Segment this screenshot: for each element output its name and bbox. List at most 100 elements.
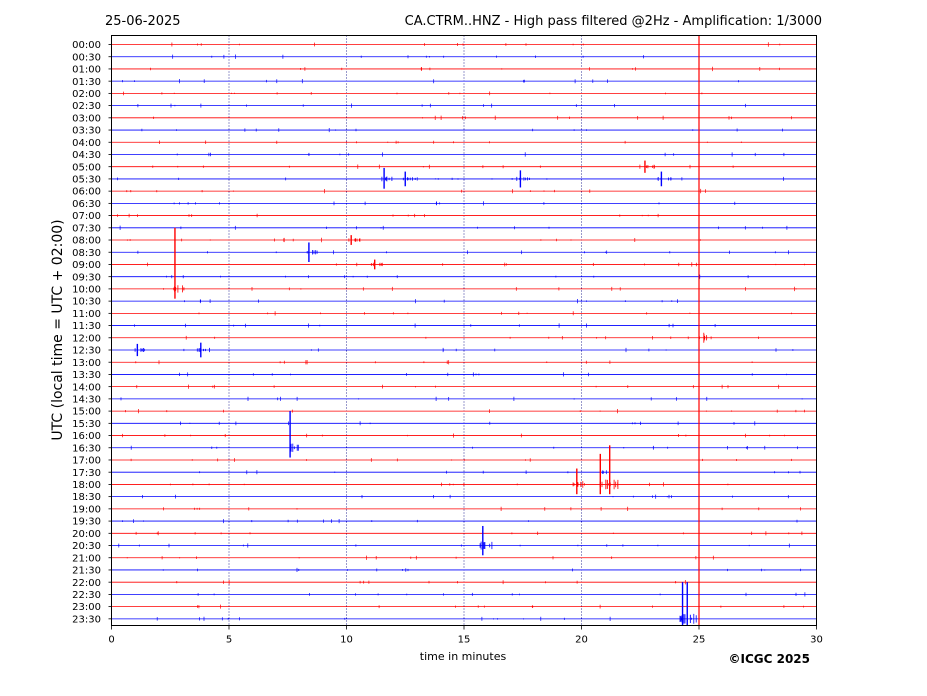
y-tick-label: 07:00 <box>72 211 101 222</box>
y-tick-label: 10:30 <box>72 297 101 308</box>
plot-frame <box>111 35 817 626</box>
y-tick-label: 11:30 <box>72 321 101 332</box>
trace-noise <box>126 237 701 243</box>
trace-noise <box>153 115 792 120</box>
x-tick-label: 30 <box>810 635 823 646</box>
event-burst <box>516 176 530 181</box>
trace-noise <box>126 555 714 560</box>
trace-noise <box>199 470 801 475</box>
y-tick-label: 22:00 <box>72 578 101 589</box>
event-burst <box>381 176 393 182</box>
y-tick-label: 11:00 <box>72 309 101 320</box>
trace-noise <box>176 580 686 585</box>
event-burst <box>348 238 361 242</box>
y-tick-label: 18:00 <box>72 480 101 491</box>
y-tick-label: 19:00 <box>72 504 101 515</box>
trace-noise <box>119 225 788 230</box>
x-tick-labels: 0 5 10 15 20 25 30 <box>108 625 823 646</box>
trace-noise <box>156 616 611 621</box>
trace-noise <box>137 103 746 108</box>
event-burst <box>290 443 299 452</box>
vertical-grid <box>228 35 700 626</box>
y-tick-label: 21:00 <box>72 553 101 564</box>
trace-noise <box>176 152 785 157</box>
trace-noise <box>162 567 801 572</box>
y-tick-label: 05:30 <box>72 175 101 186</box>
y-tick-label: 23:30 <box>72 614 101 625</box>
y-tick-label: 17:30 <box>72 468 101 479</box>
trace-noise <box>126 188 706 194</box>
chart-title: CA.CTRM..HNZ - High pass filtered @2Hz -… <box>405 14 822 29</box>
trace-noise <box>179 372 788 377</box>
y-tick-label: 00:30 <box>72 52 101 63</box>
y-tick-label: 04:30 <box>72 150 101 161</box>
y-tick-label: 23:00 <box>72 602 101 613</box>
y-tick-label: 00:00 <box>72 40 101 51</box>
trace-noise <box>122 519 798 524</box>
trace-noise <box>122 79 739 84</box>
x-tick-label: 0 <box>108 635 114 646</box>
y-tick-label: 13:30 <box>72 370 101 381</box>
date-label: 25-06-2025 <box>105 14 181 29</box>
trace-noise <box>159 140 742 144</box>
event-burst <box>196 347 210 353</box>
y-tick-label: 21:30 <box>72 566 101 577</box>
x-tick-label: 5 <box>226 635 232 646</box>
trace-noise <box>197 592 806 597</box>
y-tick-label: 20:30 <box>72 541 101 552</box>
event-burst <box>370 262 383 267</box>
trace-noise <box>120 396 803 401</box>
y-tick-label: 08:30 <box>72 248 101 259</box>
trace-noise <box>118 543 790 548</box>
trace-noise <box>163 506 801 511</box>
trace-noise <box>135 360 753 365</box>
event-burst <box>606 479 619 490</box>
trace-noise <box>117 213 659 218</box>
seismic-events <box>134 35 708 626</box>
trace-noise <box>198 311 792 316</box>
y-tick-label: 08:00 <box>72 236 101 247</box>
y-tick-label: 16:00 <box>72 431 101 442</box>
y-tick-label: 01:00 <box>72 65 101 76</box>
trace-noise <box>173 201 736 206</box>
event-burst <box>646 164 655 169</box>
x-tick-label: 10 <box>340 635 353 646</box>
trace-noise <box>130 458 792 462</box>
event-burst <box>173 285 185 293</box>
trace-noise <box>125 409 805 414</box>
y-tick-label: 12:00 <box>72 333 101 344</box>
copyright-label: ©ICGC 2025 <box>728 652 810 666</box>
y-tick-label: 15:30 <box>72 419 101 430</box>
y-tick-label: 05:00 <box>72 162 101 173</box>
y-tick-label: 19:30 <box>72 517 101 528</box>
x-axis-label: time in minutes <box>420 650 507 663</box>
y-tick-label: 02:30 <box>72 101 101 112</box>
x-tick-label: 20 <box>575 635 588 646</box>
y-tick-label: 09:00 <box>72 260 101 271</box>
y-tick-label: 10:00 <box>72 285 101 296</box>
trace-noise <box>180 421 756 426</box>
y-tick-label: 01:30 <box>72 77 101 88</box>
trace-noise <box>169 482 729 487</box>
y-tick-label: 03:00 <box>72 113 101 124</box>
y-tick-label: 04:00 <box>72 138 101 149</box>
event-burst <box>479 541 493 550</box>
trace-noise <box>135 531 803 536</box>
trace-noise <box>150 66 780 72</box>
trace-noise <box>136 384 780 389</box>
event-burst <box>134 348 145 352</box>
trace-noise <box>171 42 781 47</box>
y-tick-label: 20:00 <box>72 529 101 540</box>
y-tick-label: 14:00 <box>72 382 101 393</box>
trace-noise <box>130 445 798 450</box>
y-tick-label: 17:00 <box>72 456 101 467</box>
trace-noise <box>184 299 678 304</box>
trace-noise <box>137 250 789 255</box>
y-tick-label: 22:30 <box>72 590 101 601</box>
trace-noise <box>123 91 703 96</box>
trace-noise <box>117 176 784 181</box>
trace-noise <box>166 274 749 279</box>
x-tick-label: 25 <box>693 635 706 646</box>
